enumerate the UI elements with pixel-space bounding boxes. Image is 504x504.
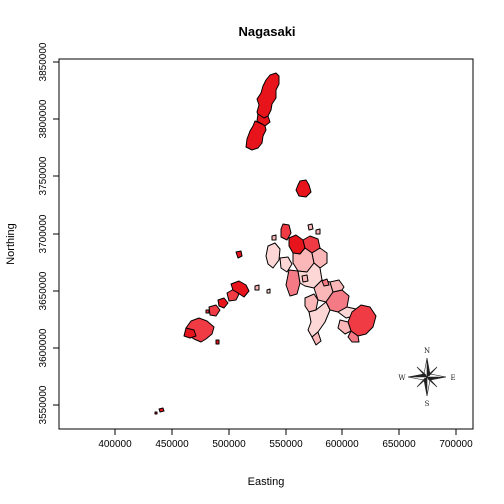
- map-title: Nagasaki: [238, 24, 295, 39]
- small-islet: [205, 309, 210, 314]
- y-tick-marks: [53, 61, 59, 406]
- tsushima-south-region: [245, 120, 267, 151]
- small-islet: [307, 223, 314, 231]
- x-tick-marks: [114, 429, 457, 435]
- y-tick-label: 3600000: [38, 328, 49, 367]
- goto-ojika: [235, 250, 243, 259]
- ikitsuki-region: [279, 256, 293, 273]
- goto-fukue-west: [183, 327, 197, 339]
- small-islet: [158, 407, 165, 413]
- x-tick-label: 600000: [325, 439, 359, 450]
- hirado-island: [280, 223, 292, 241]
- y-tick-label: 3550000: [38, 385, 49, 424]
- compass-north-label: N: [424, 347, 430, 355]
- minamishimabara-region: [347, 330, 360, 343]
- y-tick-label: 3700000: [38, 214, 49, 253]
- y-tick-label: 3850000: [38, 42, 49, 81]
- tsushima-mid-region: [256, 113, 271, 127]
- nomozaki-region: [311, 331, 322, 346]
- nagasaki-city-region: [307, 301, 331, 338]
- y-tick-label: 3650000: [38, 271, 49, 310]
- small-islet: [315, 228, 321, 235]
- togitsu-region: [304, 293, 319, 313]
- small-islet: [271, 234, 277, 241]
- small-islet: [266, 288, 271, 294]
- iki-island: [295, 179, 312, 198]
- compass-south-label: S: [425, 400, 430, 408]
- municipality-polygons: [154, 72, 377, 415]
- sasebo-east-islet: [301, 274, 309, 283]
- small-islet: [254, 284, 260, 291]
- x-tick-label: 550000: [269, 439, 303, 450]
- compass-east-label: E: [450, 374, 455, 382]
- y-axis: 3550000 3600000 3650000 3700000 3750000 …: [38, 42, 60, 424]
- goto-nakadori-north: [230, 280, 250, 298]
- x-tick-label: 650000: [382, 439, 416, 450]
- goto-hisaka: [208, 304, 221, 317]
- unzen-region: [337, 319, 352, 335]
- x-tick-label: 400000: [98, 439, 132, 450]
- hokubu-islet: [321, 278, 330, 287]
- x-axis: 400000 450000 500000 550000 600000 65000…: [98, 428, 473, 450]
- kitamatsuura-region: [265, 242, 281, 269]
- compass-west-label: W: [398, 374, 406, 382]
- x-tick-label: 700000: [439, 439, 473, 450]
- small-islet: [215, 339, 220, 345]
- compass-needles: [407, 357, 447, 397]
- y-tick-label: 3800000: [38, 99, 49, 138]
- chijiwa-region: [329, 279, 345, 293]
- x-axis-label: Easting: [248, 476, 285, 488]
- saikai-region: [285, 269, 301, 297]
- compass-rose: N S E W: [398, 347, 455, 408]
- goto-naru: [217, 297, 229, 309]
- tsushima-north-region: [256, 72, 280, 121]
- y-axis-label: Northing: [5, 223, 17, 265]
- small-islet: [154, 411, 158, 415]
- x-tick-label: 500000: [212, 439, 246, 450]
- y-tick-label: 3750000: [38, 156, 49, 195]
- x-tick-label: 450000: [155, 439, 189, 450]
